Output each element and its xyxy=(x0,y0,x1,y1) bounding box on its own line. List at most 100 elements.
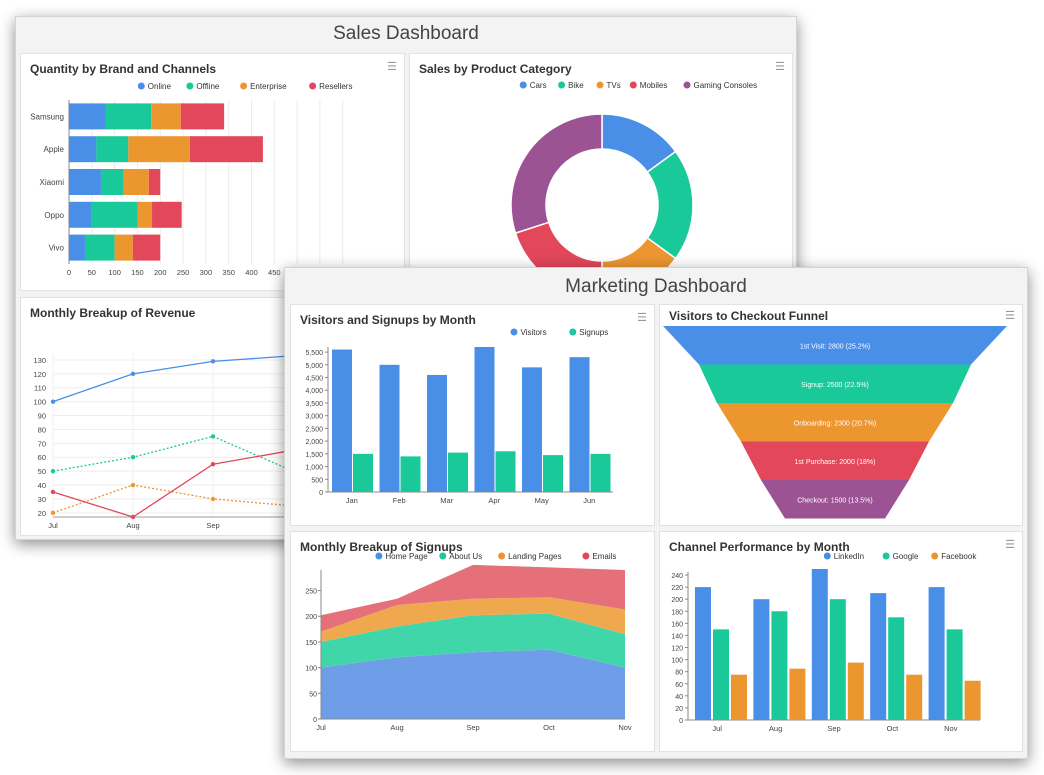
x-tick-label: Apr xyxy=(488,496,500,505)
y-tick-label: 500 xyxy=(311,477,323,484)
channel-performance-chart: LinkedIn Google Facebook 0 20 40 60 80 100 120 140… xyxy=(671,552,981,733)
x-tick-label: 200 xyxy=(154,268,167,277)
funnel-stage-label: Onboarding: 2300 (20.7%) xyxy=(794,420,877,427)
y-tick-label: 140 xyxy=(671,633,683,640)
signups-area-chart: Home Page About Us Landing Pages Emails 0 50 1… xyxy=(305,552,632,732)
x-tick-label: Jan xyxy=(346,496,358,505)
funnel-stage-label: Signup: 2500 (22.5%) xyxy=(801,382,869,389)
data-point xyxy=(50,468,56,474)
legend-label: Gaming Consoles xyxy=(694,81,758,90)
area-layer xyxy=(321,597,625,642)
brand-channels-panel: Quantity by Brand and Channels ☰ Online O… xyxy=(20,53,405,291)
marketing-dashboard-title: Marketing Dashboard xyxy=(565,276,747,297)
legend-marker xyxy=(931,552,939,560)
legend-label: Emails xyxy=(592,552,616,561)
bar xyxy=(448,452,468,492)
legend-label: Mobiles xyxy=(640,81,668,90)
bar xyxy=(870,593,887,720)
x-tick-label: May xyxy=(535,496,549,505)
legend-label: Signups xyxy=(579,328,608,337)
y-tick-label: 50 xyxy=(309,691,317,698)
y-tick-label: 30 xyxy=(38,495,46,504)
funnel-panel: Visitors to Checkout Funnel ☰ 1st Visit:… xyxy=(659,304,1023,526)
y-tick-label: Samsung xyxy=(30,112,64,121)
legend-label: Bike xyxy=(568,81,584,90)
y-tick-label: 150 xyxy=(305,640,317,647)
hamburger-menu-icon[interactable]: ☰ xyxy=(637,312,647,324)
hamburger-menu-icon[interactable]: ☰ xyxy=(1005,310,1015,322)
y-tick-label: 5,500 xyxy=(305,350,323,357)
y-tick-label: 2,500 xyxy=(305,426,323,433)
bar xyxy=(543,455,563,492)
bar-segment xyxy=(123,169,149,195)
bar-segment xyxy=(100,169,124,195)
area-layer xyxy=(321,613,625,668)
y-tick-label: 5,000 xyxy=(305,363,323,370)
y-tick-label: 0 xyxy=(319,490,323,497)
bar xyxy=(946,629,963,720)
x-tick-label: Aug xyxy=(126,521,139,530)
funnel-panel-title: Visitors to Checkout Funnel xyxy=(669,309,829,323)
bar xyxy=(771,611,788,720)
product-category-chart: Cars Bike TVs Mobiles Gaming Consoles xyxy=(510,81,758,290)
hamburger-menu-icon[interactable]: ☰ xyxy=(775,61,785,73)
bar-segment xyxy=(69,103,106,130)
x-tick-label: Oct xyxy=(543,723,556,732)
funnel-stage-label: 1st Visit: 2800 (25.2%) xyxy=(800,343,870,350)
legend-marker xyxy=(569,328,577,336)
y-tick-label: 130 xyxy=(33,356,46,365)
y-tick-label: 80 xyxy=(38,425,46,434)
data-point xyxy=(50,510,56,516)
funnel-stage-label: Checkout: 1500 (13.5%) xyxy=(797,497,873,504)
bar xyxy=(888,617,905,720)
x-tick-label: Jul xyxy=(712,724,722,733)
bar xyxy=(847,662,864,720)
legend-label: Visitors xyxy=(521,328,547,337)
bar xyxy=(753,599,770,720)
y-tick-label: 180 xyxy=(671,609,683,616)
legend-marker xyxy=(137,82,145,90)
hamburger-menu-icon[interactable]: ☰ xyxy=(387,61,397,73)
bar xyxy=(590,453,611,492)
y-tick-label: 4,000 xyxy=(305,388,323,395)
y-tick-label: 60 xyxy=(675,682,683,689)
legend-label: Facebook xyxy=(941,552,977,561)
bar xyxy=(569,357,590,492)
x-tick-label: 350 xyxy=(222,268,235,277)
legend-marker xyxy=(596,81,604,89)
legend-marker xyxy=(375,552,383,560)
legend-marker xyxy=(439,552,447,560)
bar xyxy=(906,674,923,720)
bar-segment xyxy=(105,103,152,130)
x-tick-label: 450 xyxy=(268,268,281,277)
y-tick-label: 100 xyxy=(671,658,683,665)
y-tick-label: 90 xyxy=(38,412,46,421)
bar-segment xyxy=(180,103,225,130)
y-tick-label: 100 xyxy=(33,398,46,407)
bar xyxy=(829,599,846,720)
y-tick-label: 220 xyxy=(671,585,683,592)
x-tick-label: 0 xyxy=(67,268,71,277)
y-tick-label: 50 xyxy=(38,467,46,476)
category-panel-title: Sales by Product Category xyxy=(419,62,572,76)
bar xyxy=(495,451,516,492)
x-tick-label: Nov xyxy=(618,723,632,732)
bar xyxy=(332,349,352,492)
y-tick-label: 160 xyxy=(671,621,683,628)
y-tick-label: 120 xyxy=(671,646,683,653)
legend-marker xyxy=(498,552,506,560)
legend-marker xyxy=(519,81,527,89)
legend-label: Cars xyxy=(530,81,547,90)
legend-label: About Us xyxy=(449,552,482,561)
y-tick-label: 110 xyxy=(34,384,46,393)
sales-dashboard-title: Sales Dashboard xyxy=(333,23,479,44)
legend-marker xyxy=(582,552,590,560)
legend-marker xyxy=(510,328,518,336)
marketing-dashboard-window: Marketing Dashboard Visitors and Signups… xyxy=(284,267,1028,759)
y-tick-label: Xiaomi xyxy=(40,178,65,187)
y-tick-label: 60 xyxy=(38,453,46,462)
legend-marker xyxy=(240,82,248,90)
hamburger-menu-icon[interactable]: ☰ xyxy=(1005,539,1015,551)
x-tick-label: Oct xyxy=(887,724,900,733)
y-tick-label: 100 xyxy=(305,666,317,673)
